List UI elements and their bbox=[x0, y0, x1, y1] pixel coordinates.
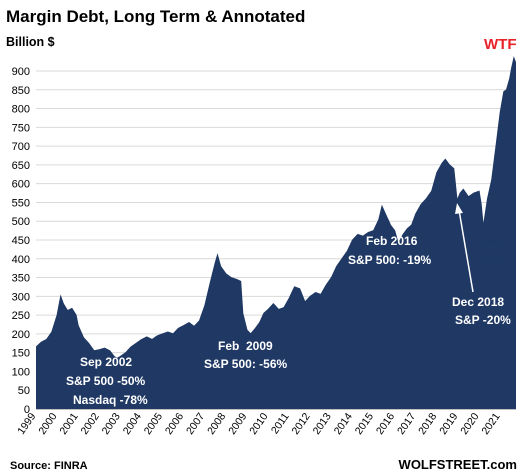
y-tick-label: 500 bbox=[12, 216, 30, 228]
x-tick-label: 2018 bbox=[416, 411, 439, 437]
y-tick-label: 900 bbox=[12, 66, 30, 78]
x-tick-label: 2010 bbox=[247, 411, 270, 437]
y-tick-label: 550 bbox=[12, 197, 30, 209]
area-series-path bbox=[36, 56, 516, 410]
y-tick-label: 150 bbox=[12, 348, 30, 360]
y-axis-ticks: 0 50 100 150 200 250 300 350 400 450 500 550 600 650 7… bbox=[12, 66, 30, 416]
y-tick-label: 600 bbox=[12, 179, 30, 191]
annotation-line: Feb 2009 bbox=[218, 339, 273, 353]
y-tick-label: 700 bbox=[12, 141, 30, 153]
y-tick-label: 350 bbox=[12, 273, 30, 285]
annotation-line: Mar bbox=[482, 233, 504, 247]
annotation-line: S&P 500 -50% bbox=[66, 374, 145, 388]
x-tick-label: 2007 bbox=[184, 411, 207, 437]
annotation-line: Nasdaq -78% bbox=[73, 393, 148, 407]
brand-credit: WOLFSTREET.com bbox=[399, 457, 517, 472]
y-tick-label: 250 bbox=[12, 310, 30, 322]
source-note: Source: FINRA bbox=[10, 460, 88, 472]
x-tick-label: 2011 bbox=[269, 411, 292, 437]
y-tick-label: 650 bbox=[12, 160, 30, 172]
x-tick-label: 2001 bbox=[57, 411, 80, 437]
annotation-line: Dec 2018 bbox=[452, 295, 504, 309]
y-tick-label: 0 bbox=[24, 404, 30, 416]
y-tick-label: 800 bbox=[12, 104, 30, 116]
x-tick-label: 2012 bbox=[290, 411, 313, 437]
x-tick-label: 2013 bbox=[311, 411, 334, 437]
y-tick-label: 300 bbox=[12, 291, 30, 303]
y-tick-label: 450 bbox=[12, 235, 30, 247]
area-series bbox=[36, 56, 516, 410]
x-tick-label: 2014 bbox=[332, 411, 355, 437]
x-tick-label: 2019 bbox=[437, 411, 460, 437]
annotation-arrowhead bbox=[455, 203, 463, 214]
y-tick-label: 850 bbox=[12, 85, 30, 97]
x-tick-label: 2004 bbox=[121, 411, 144, 437]
x-axis-ticks: 1999200020012002200320042005200620072008… bbox=[15, 411, 502, 437]
x-tick-label: 2005 bbox=[142, 411, 165, 437]
y-tick-label: 400 bbox=[12, 254, 30, 266]
annotation-arrow bbox=[458, 209, 474, 293]
annotation-line: S&P 500: -19% bbox=[348, 253, 431, 267]
y-tick-label: 200 bbox=[12, 329, 30, 341]
x-tick-label: 2016 bbox=[374, 411, 397, 437]
x-tick-label: 2020 bbox=[458, 411, 481, 437]
x-tick-label: 2006 bbox=[163, 411, 186, 437]
x-tick-label: 2000 bbox=[36, 411, 59, 437]
x-tick-label: 2017 bbox=[395, 411, 418, 437]
annotation-line: Sep 2002 bbox=[80, 355, 132, 369]
annotation-line: Feb 2016 bbox=[366, 234, 418, 248]
x-tick-label: 2015 bbox=[353, 411, 376, 437]
x-tick-label: 2008 bbox=[205, 411, 228, 437]
x-tick-label: 2021 bbox=[479, 411, 502, 437]
annotation-mar-2020: Mar 2020 bbox=[480, 233, 507, 265]
x-tick-label: 2009 bbox=[226, 411, 249, 437]
gridlines bbox=[36, 70, 516, 391]
annotation-sep-2002: Sep 2002 S&P 500 -50% Nasdaq -78% bbox=[66, 355, 148, 407]
x-tick-label: 1999 bbox=[15, 411, 38, 437]
annotation-wtf: WTF bbox=[484, 36, 516, 53]
x-tick-label: 2002 bbox=[79, 411, 102, 437]
y-tick-label: 750 bbox=[12, 122, 30, 134]
y-tick-label: 50 bbox=[18, 385, 30, 397]
y-axis-label: Billion $ bbox=[6, 35, 55, 49]
y-tick-label: 100 bbox=[12, 366, 30, 378]
annotation-line: 2020 bbox=[480, 251, 507, 265]
chart-title: Margin Debt, Long Term & Annotated bbox=[6, 7, 305, 26]
annotation-feb-2016: Feb 2016 S&P 500: -19% bbox=[348, 234, 431, 267]
annotation-dec-2018: Dec 2018 S&P -20% bbox=[452, 203, 511, 327]
annotation-line: S&P 500: -56% bbox=[204, 357, 287, 371]
annotation-feb-2009: Feb 2009 S&P 500: -56% bbox=[204, 339, 287, 371]
annotation-line: S&P -20% bbox=[455, 313, 511, 327]
x-tick-label: 2003 bbox=[100, 411, 123, 437]
